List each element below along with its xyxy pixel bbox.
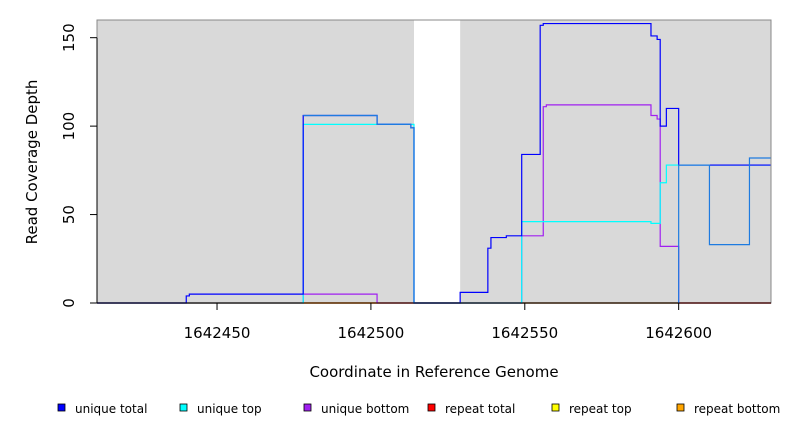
x-tick-label: 1642600 <box>645 324 712 342</box>
legend-label: repeat total <box>445 402 515 416</box>
legend-item-unique-total: unique total <box>57 402 147 416</box>
legend-label: repeat bottom <box>694 402 780 416</box>
x-tick-label: 1642550 <box>491 324 558 342</box>
y-tick-label: 50 <box>60 205 78 224</box>
y-tick-label: 150 <box>60 23 78 52</box>
x-tick-label: 1642500 <box>338 324 405 342</box>
y-tick-label: 100 <box>60 112 78 141</box>
legend-item-repeat-top: repeat top <box>551 402 632 416</box>
plot-background <box>97 20 771 303</box>
x-axis-title: Coordinate in Reference Genome <box>309 363 558 381</box>
legend-item-repeat-total: repeat total <box>427 402 515 416</box>
legend: unique total unique top unique bottom repea… <box>57 402 780 416</box>
legend-swatch <box>551 403 560 412</box>
legend-swatch <box>427 403 436 412</box>
legend-label: unique top <box>197 402 262 416</box>
legend-swatch <box>179 403 188 412</box>
y-tick-label: 0 <box>60 298 78 308</box>
x-tick-label: 1642450 <box>184 324 251 342</box>
legend-swatch <box>57 403 66 412</box>
x-axis: 1642450 1642500 1642550 1642600 <box>97 302 771 342</box>
legend-label: unique total <box>75 402 147 416</box>
legend-label: repeat top <box>569 402 632 416</box>
legend-item-unique-top: unique top <box>179 402 262 416</box>
gap-region-0 <box>413 20 461 303</box>
legend-label: unique bottom <box>321 402 409 416</box>
legend-swatch <box>303 403 312 412</box>
legend-item-repeat-bottom: repeat bottom <box>676 402 780 416</box>
y-axis-title: Read Coverage Depth <box>23 80 41 245</box>
y-axis: 0 50 100 150 <box>60 23 98 308</box>
legend-item-unique-bottom: unique bottom <box>303 402 409 416</box>
legend-swatch <box>676 403 685 412</box>
